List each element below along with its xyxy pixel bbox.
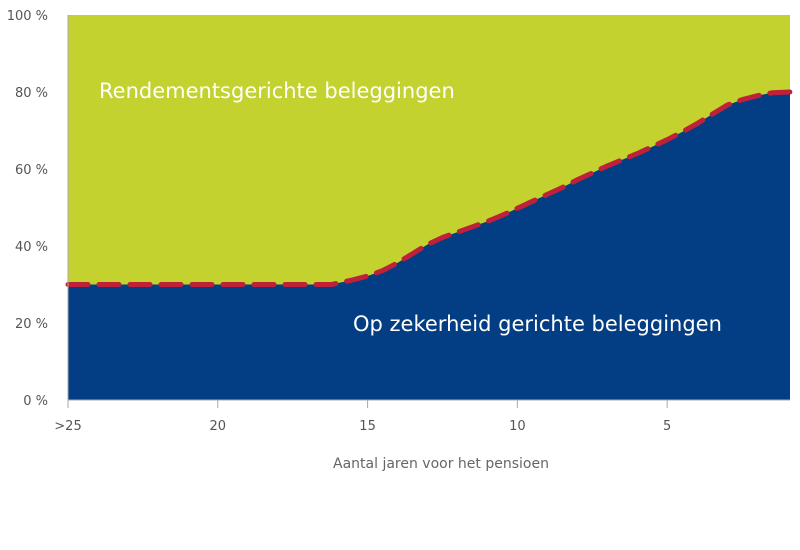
- y-tick-label: 100 %: [7, 9, 48, 24]
- y-tick-label: 20 %: [15, 317, 48, 332]
- series-label-security-oriented: Op zekerheid gerichte beleggingen: [353, 312, 722, 336]
- y-tick-label: 0 %: [23, 394, 48, 409]
- area-security-oriented: [68, 92, 790, 400]
- x-tick-label: 15: [359, 419, 376, 434]
- x-tick-label: 20: [210, 419, 227, 434]
- chart-labels: Rendementsgerichte beleggingen Op zekerh…: [99, 79, 722, 472]
- chart-axes: 0 % 20 % 40 % 60 % 80 % 100 % >25 20 15 10 5: [7, 9, 790, 434]
- x-axis-title: Aantal jaren voor het pensioen: [333, 456, 549, 472]
- boundary-dashed-line: [65, 89, 793, 287]
- x-tick-label: 5: [663, 419, 671, 434]
- series-label-return-oriented: Rendementsgerichte beleggingen: [99, 79, 455, 103]
- y-tick-label: 80 %: [15, 86, 48, 101]
- x-tick-label: >25: [54, 419, 81, 434]
- x-tick-label: 10: [509, 419, 526, 434]
- y-tick-label: 40 %: [15, 240, 48, 255]
- chart-areas: [65, 15, 793, 400]
- y-tick-label: 60 %: [15, 163, 48, 178]
